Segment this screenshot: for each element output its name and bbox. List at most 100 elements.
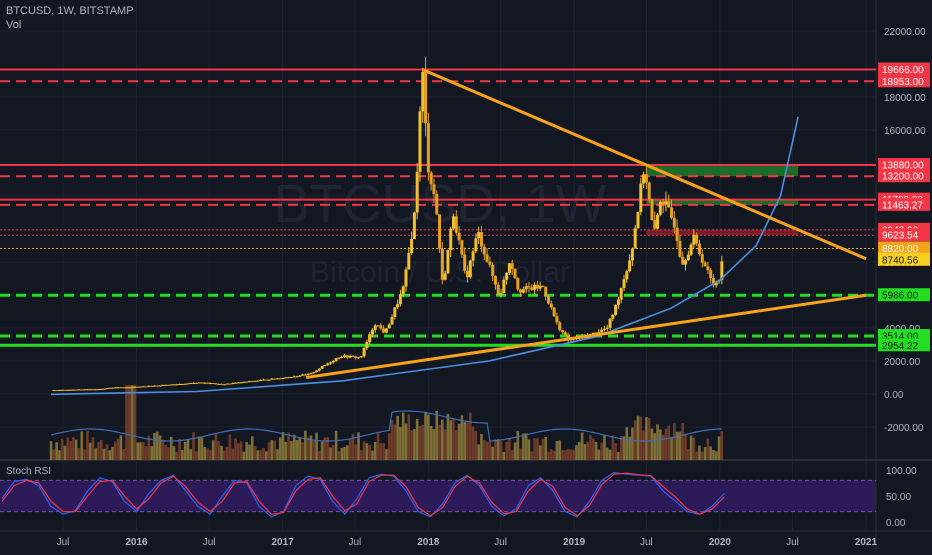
- candle-body: [435, 193, 439, 215]
- volume-bar: [572, 449, 576, 460]
- volume-bar: [153, 433, 156, 460]
- volume-bar: [564, 450, 567, 460]
- candle-body: [334, 358, 338, 361]
- level-price-box: [878, 288, 930, 302]
- volume-bar: [401, 412, 405, 460]
- candle-body: [231, 383, 235, 385]
- volume-bar: [52, 449, 56, 460]
- time-tick-label: 2018: [417, 537, 440, 548]
- candle-body: [446, 250, 450, 274]
- volume-bar: [692, 437, 696, 460]
- candle-body: [85, 389, 89, 391]
- volume-bar: [320, 441, 324, 460]
- volume-bar: [455, 430, 458, 460]
- candle-body: [692, 234, 696, 245]
- candle-body: [152, 385, 156, 387]
- candle-body: [611, 314, 615, 319]
- candle-body: [393, 307, 397, 317]
- volume-bar: [522, 433, 525, 460]
- volume-bar: [687, 449, 690, 460]
- candle-body: [449, 228, 453, 251]
- volume-bar: [494, 439, 497, 460]
- chart-header: BTCUSD, 1W, BITSTAMP Vol: [6, 4, 134, 32]
- candle-body: [250, 381, 254, 383]
- volume-bar: [323, 437, 327, 460]
- volume-bar: [611, 435, 615, 460]
- curve-layer[interactable]: [50, 116, 799, 396]
- volume-bar: [301, 442, 304, 460]
- volume-bar: [435, 410, 439, 460]
- candle-body: [636, 211, 640, 229]
- candle-body: [544, 286, 548, 297]
- volume-bar: [617, 451, 620, 460]
- candle-body: [700, 254, 704, 263]
- candle-body: [460, 240, 464, 255]
- volume-bar: [94, 448, 98, 460]
- time-tick-label: Jul: [57, 537, 70, 548]
- candle-body: [138, 386, 142, 388]
- candle-body: [225, 383, 229, 385]
- volume-bar: [480, 434, 483, 460]
- volume-bar: [614, 443, 617, 460]
- candle-body: [88, 389, 92, 391]
- time-tick-label: 2019: [563, 537, 586, 548]
- candle-body: [670, 207, 674, 218]
- candle-body: [368, 334, 372, 343]
- volume-bar: [633, 420, 637, 460]
- candle-body: [77, 389, 81, 391]
- candle-body: [703, 262, 707, 267]
- volume-bar: [552, 450, 556, 460]
- candle-body: [499, 293, 503, 295]
- candle-body: [479, 232, 483, 247]
- candle-body: [720, 261, 724, 280]
- time-tick-label: 2016: [125, 537, 148, 548]
- volume-bar: [130, 385, 134, 460]
- volume-bar: [561, 450, 564, 460]
- level-price-label: 5986.00: [882, 291, 919, 302]
- volume-bar: [133, 385, 137, 460]
- volume-bar: [538, 445, 542, 460]
- candle-body: [337, 357, 341, 359]
- candle-body: [309, 372, 313, 374]
- volume-bar: [385, 449, 388, 460]
- volume-bar: [83, 449, 86, 460]
- candle-body: [281, 378, 285, 380]
- volume-bar: [169, 436, 173, 460]
- volume-bar: [664, 428, 668, 460]
- volume-bar: [354, 444, 357, 460]
- volume-bar: [164, 444, 167, 460]
- volume-bar: [167, 447, 170, 460]
- candle-body: [695, 234, 699, 244]
- candle-body: [298, 375, 302, 377]
- volume-bar: [619, 436, 623, 460]
- candle-body: [245, 381, 249, 383]
- volume-bar: [466, 422, 469, 460]
- rsi-title: Stoch RSI: [6, 466, 51, 477]
- volume-bar: [720, 431, 724, 460]
- candle-body: [667, 201, 671, 208]
- volume-bar: [186, 439, 190, 460]
- volume-bar: [357, 432, 360, 460]
- candle-body: [454, 216, 458, 233]
- candle-body: [275, 378, 279, 380]
- volume-bar: [438, 424, 441, 460]
- candle-body: [203, 382, 207, 384]
- volume-bar: [681, 423, 685, 460]
- candle-body: [278, 378, 282, 380]
- candle-body: [614, 304, 618, 315]
- candle-body: [656, 214, 660, 229]
- candle-body: [113, 387, 117, 389]
- volume-bar: [424, 411, 427, 460]
- candle-body: [194, 382, 198, 384]
- candle-body: [401, 286, 405, 295]
- trendlines[interactable]: [305, 68, 867, 379]
- candle-body: [530, 287, 534, 290]
- volume-bar: [656, 424, 659, 460]
- candle-body: [211, 383, 215, 385]
- price-tick-label: -2000.00: [884, 423, 924, 434]
- volume-bar: [49, 441, 53, 460]
- candle-body: [452, 216, 456, 229]
